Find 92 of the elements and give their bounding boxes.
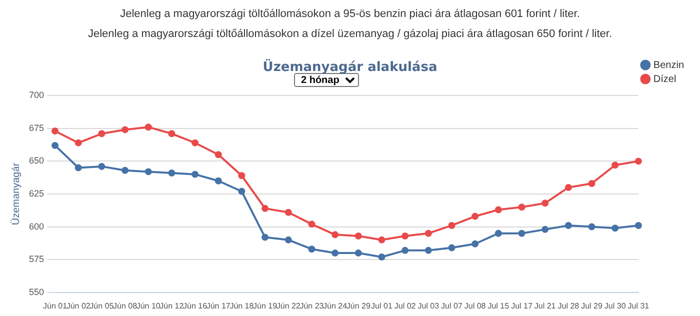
x-tick-label: Jul 01 [371, 301, 393, 310]
y-tick-label: 575 [28, 254, 44, 264]
point [494, 230, 502, 237]
x-tick-label: Jún 01 [43, 301, 68, 310]
point [494, 206, 502, 214]
x-tick-label: Jún 18 [230, 301, 254, 310]
point [542, 226, 549, 233]
point [354, 232, 362, 240]
x-tick-label: Jul 03 [418, 301, 440, 310]
point [214, 177, 222, 184]
x-tick-label: Jul 28 [558, 301, 580, 310]
point [448, 222, 456, 229]
legend-label: Benzin [653, 60, 684, 71]
point [98, 162, 106, 170]
x-tick-label: Jún 12 [160, 301, 184, 310]
point [168, 130, 176, 138]
point [518, 204, 526, 211]
point [588, 180, 596, 188]
point [448, 244, 456, 252]
x-tick-label: Jún 19 [253, 301, 278, 310]
period-select: 2 hónap [294, 73, 359, 87]
point [332, 231, 339, 238]
point [402, 232, 409, 240]
point [612, 224, 619, 232]
point [588, 223, 596, 230]
point [192, 170, 199, 178]
x-tick-label: Jún 08 [113, 301, 138, 310]
point [262, 204, 269, 212]
x-tick-label: Jul 31 [628, 301, 650, 310]
point [308, 246, 316, 253]
point [284, 208, 292, 216]
point [262, 234, 269, 241]
point [122, 166, 129, 174]
point [354, 250, 362, 257]
x-tick-label: Jún 17 [206, 301, 231, 310]
point [612, 162, 619, 169]
point [378, 236, 386, 244]
text: Jelenleg a magyarországi töltőállomásokon a 95-ös benzin piaci ára átlagosan 601 forint / liter. [119, 8, 581, 20]
point [238, 188, 246, 195]
point [52, 142, 59, 149]
point [472, 240, 479, 248]
point [424, 230, 432, 237]
x-tick-label: Jul 21 [534, 301, 556, 310]
point [518, 230, 526, 237]
x-tick-label: Jul 07 [441, 301, 463, 310]
point [168, 170, 176, 177]
y-tick-label: 600 [28, 221, 44, 232]
x-tick-label: Jul 08 [464, 301, 486, 310]
point [402, 246, 409, 254]
point [98, 130, 106, 138]
x-tick-label: Jul 02 [394, 301, 416, 310]
point [564, 184, 572, 191]
point [308, 220, 316, 228]
legend-label: Dízel [653, 74, 676, 85]
point [634, 222, 642, 229]
y-axis-title: Üzemanyagár [10, 162, 22, 226]
x-tick-label: Jún 05 [90, 301, 114, 310]
point [542, 200, 549, 207]
point [472, 212, 479, 220]
y-tick-label: 650 [28, 156, 44, 166]
x-tick-label: Jul 29 [581, 301, 603, 310]
x-tick-label: Jún 10 [136, 301, 161, 310]
x-tick-label: Jún 29 [346, 301, 371, 310]
point [424, 246, 432, 254]
y-tick-label: 675 [28, 122, 44, 133]
point [564, 222, 572, 229]
point [284, 236, 292, 244]
point [378, 253, 386, 260]
x-tick-label: Jún 22 [276, 301, 301, 310]
point [192, 139, 199, 146]
x-tick-label: Jún 16 [183, 301, 208, 310]
chart-title: Üzemanyagár alakulása [262, 58, 438, 76]
point [214, 151, 222, 158]
y-tick-label: 700 [28, 90, 44, 100]
point [144, 124, 152, 131]
x-tick-label: Jún 24 [323, 301, 348, 310]
x-tick-label: Jún 23 [300, 301, 324, 310]
point [634, 158, 642, 165]
point [238, 172, 246, 180]
x-tick-label: Jul 15 [488, 301, 510, 310]
point [74, 139, 82, 146]
point [52, 128, 59, 135]
point [122, 126, 129, 134]
y-tick-label: 625 [28, 188, 44, 198]
text: Jelenleg a magyarországi töltőállomásokon a dízel üzemanyag / gázolaj piaci ára átlagosan 650 forint / liter. [86, 28, 614, 40]
x-tick-label: Jul 17 [511, 301, 533, 310]
y-tick-label: 550 [28, 286, 44, 297]
point [144, 168, 152, 176]
x-tick-label: Jul 30 [604, 301, 626, 310]
point [74, 164, 82, 172]
x-tick-label: Jún 02 [66, 301, 91, 310]
point [332, 250, 339, 257]
